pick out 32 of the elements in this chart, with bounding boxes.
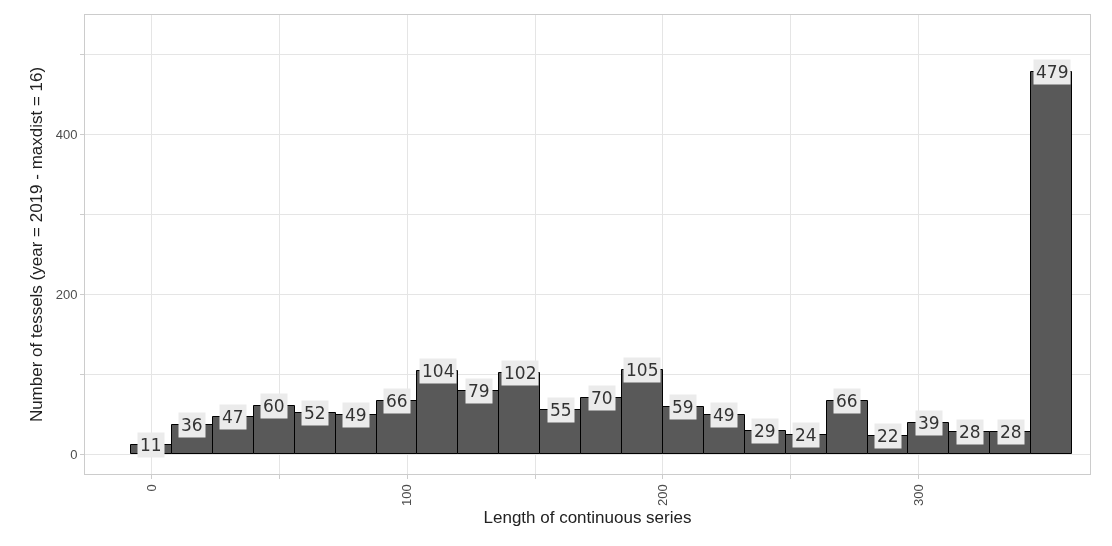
data-label: 59 [672,397,694,417]
x-tick-label: 200 [655,484,671,506]
data-label: 55 [550,400,572,420]
x-tick-label: 0 [143,484,159,492]
y-tick-label: 0 [70,446,78,462]
data-label: 47 [222,407,244,427]
data-label: 49 [345,405,367,425]
data-label: 49 [713,405,735,425]
data-label: 24 [795,425,817,445]
data-label: 66 [836,391,858,411]
data-label: 28 [959,422,981,442]
data-label: 66 [386,391,408,411]
y-tick-label: 400 [55,127,78,143]
data-label: 102 [504,363,537,383]
data-label: 52 [304,403,326,423]
data-label: 39 [918,413,940,433]
data-label: 11 [140,435,162,455]
data-label: 105 [626,360,659,380]
y-axis-title: Number of tessels (year = 2019 - maxdist = 16) [27,66,47,423]
data-label: 104 [422,361,455,381]
x-axis-title: Length of continuous series [483,508,692,528]
x-tick-label: 300 [910,484,926,506]
data-label: 70 [591,388,613,408]
x-tick-label: 100 [399,484,415,506]
data-label: 479 [1036,62,1069,82]
data-label: 29 [754,421,776,441]
data-label: 36 [181,415,203,435]
y-tick-label: 200 [55,286,78,302]
data-label: 22 [877,426,899,446]
data-label: 60 [263,396,285,416]
data-label: 28 [1000,422,1022,442]
data-label: 79 [468,381,490,401]
